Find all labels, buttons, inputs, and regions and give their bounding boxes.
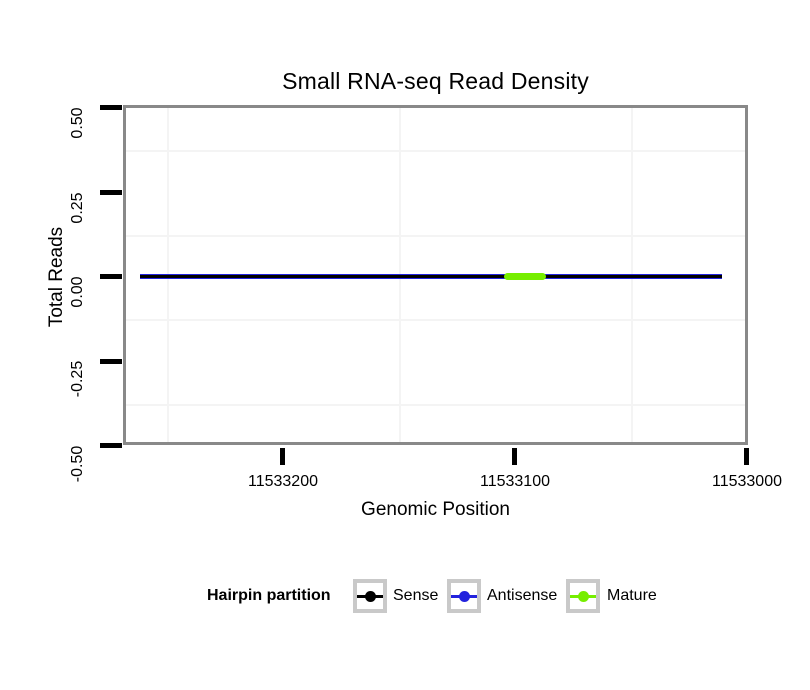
y-tick-label: 0.25 [69,192,86,224]
y-tick-label: -0.25 [69,360,86,398]
x-tick-mark [744,448,749,465]
minor-gridline-horizontal [126,319,745,321]
x-tick-label: 11533200 [248,473,318,490]
x-tick-label: 11533100 [480,473,550,490]
legend-point-icon [364,590,376,602]
y-tick-mark [100,105,122,110]
legend-label-sense: Sense [393,587,439,604]
minor-gridline-horizontal [126,150,745,152]
y-tick-label: -0.50 [69,445,86,483]
y-tick-mark [100,190,122,195]
y-tick-mark [100,274,122,279]
legend-key-sense [353,579,387,613]
sense-antisense-line [140,274,722,279]
x-tick-mark [512,448,517,465]
minor-gridline-horizontal [126,404,745,406]
x-tick-mark [280,448,285,465]
legend-label-antisense: Antisense [487,587,558,604]
y-tick-mark [100,359,122,364]
x-tick-label: 11533000 [712,473,782,490]
legend-title: Hairpin partition [207,587,331,604]
legend-point-icon [577,590,589,602]
x-axis-title: Genomic Position [361,499,510,520]
chart-title: Small RNA-seq Read Density [282,68,589,94]
y-tick-label: 0.00 [69,276,86,308]
legend-key-mature [566,579,600,613]
legend-key-antisense [447,579,481,613]
plot-panel [123,105,748,445]
legend-label-mature: Mature [607,587,657,604]
y-tick-mark [100,443,122,448]
minor-gridline-horizontal [126,235,745,237]
mature-segment [504,273,546,280]
legend-point-icon [458,590,470,602]
y-axis-title: Total Reads [46,226,67,328]
sense-line-core [140,275,722,278]
y-tick-label: 0.50 [69,107,86,139]
